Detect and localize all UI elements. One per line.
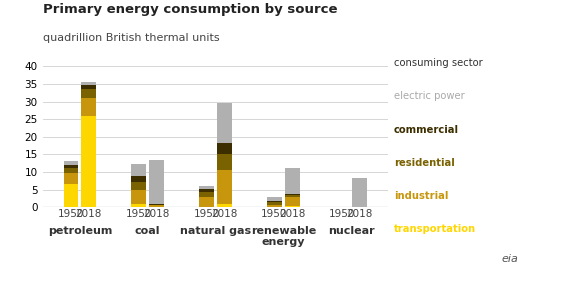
Bar	[217, 154, 232, 170]
Bar	[64, 168, 78, 173]
Text: Primary energy consumption by source: Primary energy consumption by source	[43, 3, 337, 16]
Bar	[217, 204, 232, 207]
Bar	[199, 186, 214, 190]
Text: residential: residential	[394, 158, 455, 168]
Bar	[285, 195, 299, 197]
Bar	[132, 164, 146, 176]
Text: transportation: transportation	[394, 224, 476, 234]
Text: commercial: commercial	[394, 125, 459, 134]
Bar	[132, 176, 146, 182]
Bar	[81, 82, 96, 85]
Bar	[81, 85, 96, 89]
Bar	[132, 190, 146, 204]
Bar	[217, 103, 232, 143]
Bar	[285, 206, 299, 207]
Bar	[64, 173, 78, 184]
Text: nuclear: nuclear	[328, 226, 374, 236]
Text: industrial: industrial	[394, 191, 448, 201]
Bar	[217, 143, 232, 154]
Bar	[285, 194, 299, 195]
Bar	[64, 184, 78, 207]
Text: eia: eia	[502, 254, 519, 264]
Bar	[81, 116, 96, 207]
Text: renewable
energy: renewable energy	[251, 226, 316, 247]
Bar	[267, 204, 282, 207]
Text: consuming sector: consuming sector	[394, 58, 483, 68]
Bar	[285, 168, 299, 194]
Bar	[285, 197, 299, 206]
Bar	[267, 201, 282, 202]
Bar	[81, 89, 96, 98]
Bar	[64, 161, 78, 165]
Text: petroleum: petroleum	[48, 226, 112, 236]
Bar	[199, 198, 214, 207]
Bar	[199, 192, 214, 198]
Text: natural gas: natural gas	[180, 226, 251, 236]
Bar	[353, 178, 367, 207]
Bar	[199, 190, 214, 192]
Bar	[267, 202, 282, 204]
Bar	[81, 98, 96, 116]
Bar	[132, 182, 146, 190]
Text: coal: coal	[135, 226, 160, 236]
Bar	[132, 204, 146, 207]
Text: electric power: electric power	[394, 92, 465, 101]
Text: quadrillion British thermal units: quadrillion British thermal units	[43, 33, 219, 43]
Bar	[64, 165, 78, 168]
Bar	[149, 205, 164, 207]
Bar	[149, 160, 164, 204]
Bar	[217, 170, 232, 204]
Bar	[267, 198, 282, 201]
